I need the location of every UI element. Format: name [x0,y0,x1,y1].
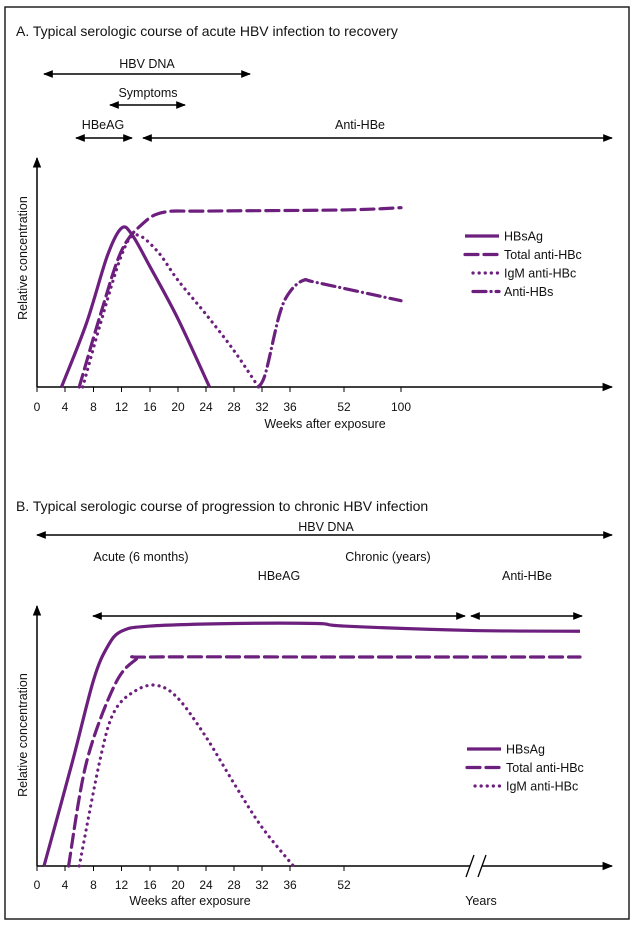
panel-b-years-label: Years [465,894,497,908]
panel-a-title: A. Typical serologic course of acute HBV… [16,23,398,39]
panel-a-legend-label-0: HBsAg [504,230,543,244]
panel-a-marker-symptoms: Symptoms [118,86,177,100]
panel-b-tick-label: 12 [115,878,129,892]
panel-b-marker-hbeag: HBeAG [258,569,300,583]
figure-border [4,6,630,920]
panel-a-ylabel: Relative concentration [16,196,30,320]
panel-b-axis-break-gap [470,855,482,877]
panel-a-marker-hbeag: HBeAG [82,118,124,132]
panel-a-xlabel: Weeks after exposure [264,417,385,431]
panel-a-series-hbsag [60,225,211,388]
panel-a-tick-label: 36 [283,400,297,414]
panel-a-series-igm-anti-hbc [81,233,261,389]
panel-b-axis-break-mark [477,854,487,878]
panel-b-ylabel: Relative concentration [16,673,30,797]
panel-a-series-total-anti-hbc [77,206,403,389]
panel-a-tick-label: 24 [199,400,213,414]
panel-b-phase-acute: Acute (6 months) [93,550,188,564]
panel-b-tick-label: 24 [199,878,213,892]
panel-a-tick-label: 8 [90,400,97,414]
panel-a-legend-label-1: Total anti-HBc [504,248,582,262]
panel-a-tick-label: 32 [255,400,269,414]
panel-b-tick-label: 52 [337,878,351,892]
panel-a-marker-hbv-dna: HBV DNA [119,57,175,71]
panel-b-legend-label-0: HBsAg [506,743,545,757]
panel-a-legend-label-2: IgM anti-HBc [504,267,576,281]
panel-b-tick-label: 28 [227,878,241,892]
panel-a-tick-label: 0 [34,400,41,414]
panel-a-tick-label: 100 [391,400,411,414]
panel-b-tick-label: 32 [255,878,269,892]
panel-a-tick-label: 16 [143,400,157,414]
panel-a-tick-label: 28 [227,400,241,414]
panel-b-tick-label: 0 [34,878,41,892]
panel-b-tick-label: 36 [283,878,297,892]
panel-a-tick-label: 4 [62,400,69,414]
panel-a-tick-label: 52 [337,400,351,414]
panel-b-tick-label: 20 [171,878,185,892]
panel-b-series-total-anti-hbc [66,655,582,868]
panel-a-legend-label-3: Anti-HBs [504,285,553,299]
panel-b-title: B. Typical serologic course of progressi… [16,498,428,514]
panel-b-phase-chronic: Chronic (years) [345,550,430,564]
panel-b-marker-anti-hbe: Anti-HBe [502,569,552,583]
panel-a-series-anti-hbs [256,277,403,389]
panel-b-tick-label: 8 [90,878,97,892]
panel-a-tick-label: 12 [115,400,129,414]
panel-b-tick-label: 16 [143,878,157,892]
panel-b-series-hbsag [42,621,581,867]
panel-a-tick-label: 20 [171,400,185,414]
panel-b-legend-label-1: Total anti-HBc [506,761,584,775]
panel-a-marker-anti-hbe: Anti-HBe [335,118,385,132]
panel-b-xlabel: Weeks after exposure [129,894,250,908]
panel-b-marker-hbv-dna: HBV DNA [298,520,354,534]
panel-b-axis-break-mark [465,854,475,878]
panel-b-series-igm-anti-hbc [77,683,295,868]
panel-b-legend-label-2: IgM anti-HBc [506,780,578,794]
panel-b-tick-label: 4 [62,878,69,892]
